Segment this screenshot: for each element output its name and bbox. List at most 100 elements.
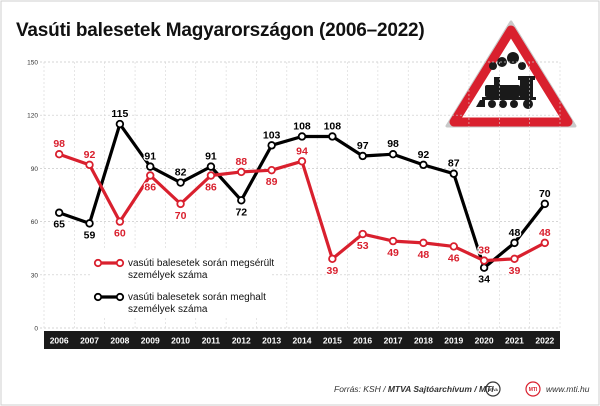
legend-marker	[115, 292, 125, 302]
data-point	[328, 132, 337, 141]
data-label: 92	[84, 149, 96, 161]
mtva-logo: MTVA	[485, 381, 501, 397]
legend-entry-label: vasúti balesetek során megsérült személye…	[128, 258, 274, 281]
data-point	[297, 157, 307, 166]
x-tick-label: 2018	[414, 336, 433, 346]
x-tick-label: 2016	[353, 336, 372, 346]
chart-title: Vasúti balesetek Magyarországon (2006–20…	[16, 20, 425, 41]
data-label: 48	[418, 249, 430, 261]
data-label: 60	[114, 228, 126, 240]
legend-marker	[115, 258, 125, 268]
data-label: 65	[53, 219, 65, 231]
data-label: 53	[357, 240, 369, 252]
x-tick-label: 2008	[110, 336, 129, 346]
data-label: 39	[509, 265, 521, 277]
data-point	[449, 169, 458, 178]
data-point	[479, 263, 489, 272]
data-label: 98	[387, 138, 399, 150]
chart-series: 65 59 115 91 82 91 72 103 108 108 97 98 92 87 34 48 70 98…	[52, 107, 552, 287]
data-point	[358, 229, 367, 239]
x-tick-label: 2010	[171, 336, 190, 346]
data-label: 98	[53, 138, 65, 150]
data-label: 82	[175, 167, 187, 179]
x-tick-label: 2019	[444, 336, 463, 346]
x-tick-label: 2013	[262, 336, 281, 346]
data-point	[176, 178, 185, 187]
svg-text:MTVA: MTVA	[488, 388, 498, 392]
source-credit: Forrás: KSH / MTVA Sajtóarchívum / MTI	[334, 384, 494, 394]
data-label: 59	[84, 229, 96, 241]
data-point	[479, 256, 489, 265]
data-point	[510, 238, 519, 248]
data-point	[419, 160, 428, 170]
data-point	[146, 162, 155, 171]
x-tick-label: 2020	[475, 336, 494, 346]
data-point	[237, 167, 246, 177]
data-point	[540, 238, 550, 248]
data-point	[146, 171, 155, 180]
data-label: 34	[478, 274, 490, 286]
chart-gridlines	[40, 61, 561, 329]
legend-entry-line: személyek száma	[128, 304, 208, 315]
legend-entry-line: személyek száma	[128, 270, 208, 281]
data-point	[297, 132, 307, 141]
data-label: 38	[478, 245, 490, 257]
data-point	[237, 196, 246, 205]
data-label: 94	[296, 145, 308, 157]
y-tick-label: 60	[31, 219, 39, 226]
x-tick-label: 2006	[50, 336, 69, 346]
x-tick-label: 2014	[293, 336, 312, 346]
data-point	[206, 162, 216, 171]
legend-entry-line: vasúti balesetek során meghalt	[128, 292, 266, 303]
x-tick-label: 2017	[384, 336, 403, 346]
data-point	[510, 254, 519, 264]
data-label: 97	[357, 140, 369, 152]
data-label: 48	[509, 227, 521, 239]
y-tick-label: 150	[27, 60, 38, 67]
x-tick-label: 2015	[323, 336, 342, 346]
y-tick-label: 90	[31, 166, 39, 173]
x-tick-label: 2022	[535, 336, 554, 346]
data-label: 49	[387, 247, 399, 259]
data-point	[115, 217, 125, 226]
data-label: 91	[144, 151, 156, 163]
data-label: 86	[205, 181, 217, 193]
data-label: 92	[418, 149, 430, 161]
data-label: 48	[539, 227, 551, 239]
data-label: 108	[324, 120, 342, 132]
data-label: 46	[448, 252, 460, 264]
data-point	[267, 165, 276, 175]
source-agency: MTVA Sajtóarchívum / MTI	[387, 384, 494, 394]
data-point	[85, 219, 94, 228]
data-point	[388, 236, 398, 246]
legend-entry-line: vasúti balesetek során megsérült	[128, 258, 274, 269]
data-point	[358, 151, 367, 161]
data-label: 72	[235, 206, 247, 218]
y-tick-label: 0	[34, 326, 38, 333]
data-label: 87	[448, 158, 460, 170]
data-label: 108	[293, 120, 311, 132]
data-point	[328, 254, 337, 264]
data-point	[54, 150, 64, 159]
steam-locomotive-icon	[476, 52, 536, 109]
data-point	[115, 119, 125, 129]
y-tick-label: 30	[31, 272, 39, 279]
data-point	[54, 208, 64, 217]
chart-axes: 0 30 60 90 120 150 2006 2007 2008 2009 2010 2011 201…	[27, 60, 560, 349]
y-tick-label: 120	[27, 113, 38, 120]
chart-legend: vasúti balesetek során megsérült személye…	[90, 248, 274, 318]
data-label: 70	[539, 188, 551, 200]
legend-entry-label: vasúti balesetek során meghalt személyek …	[128, 292, 266, 315]
data-label: 115	[111, 108, 128, 120]
data-label: 91	[205, 151, 217, 163]
data-label: 86	[144, 181, 156, 193]
site-url: www.mti.hu	[546, 384, 590, 394]
x-tick-label: 2011	[202, 336, 221, 346]
x-axis-bar	[44, 331, 560, 349]
data-point	[85, 160, 94, 170]
x-tick-label: 2007	[80, 336, 99, 346]
data-label: 89	[266, 176, 278, 188]
data-point	[267, 141, 276, 150]
data-label: 103	[263, 129, 281, 141]
